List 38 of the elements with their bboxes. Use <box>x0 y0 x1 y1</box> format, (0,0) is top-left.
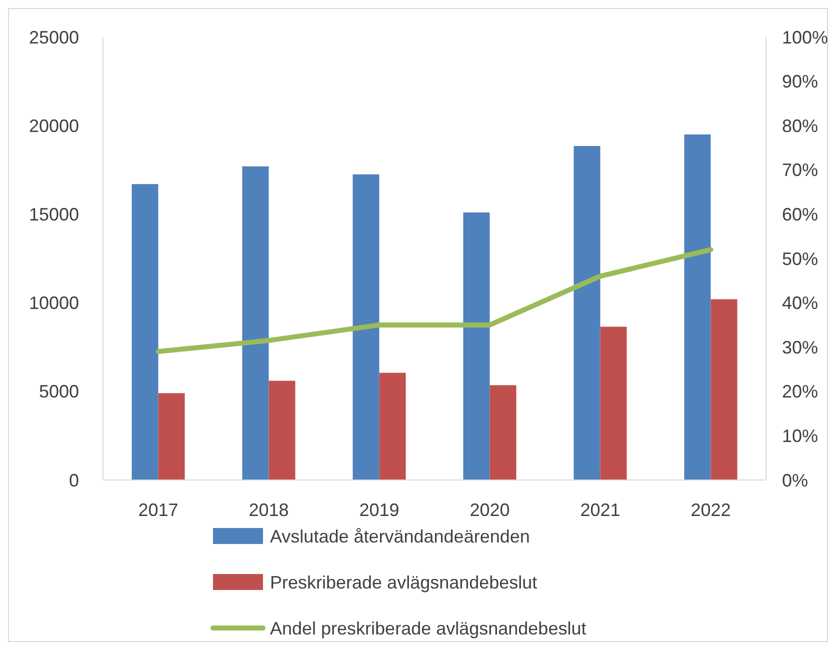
y2-tick-label: 0% <box>782 470 808 490</box>
y2-tick-label: 40% <box>782 293 818 314</box>
y-tick-label: 15000 <box>28 204 79 224</box>
y2-tick-label: 50% <box>782 248 818 269</box>
bar <box>463 212 490 480</box>
y2-tick-label: 10% <box>782 426 818 446</box>
bar <box>352 174 380 480</box>
y-tick-label: 10000 <box>28 293 79 314</box>
y-tick-label: 20000 <box>28 116 79 136</box>
y-tick-label: 25000 <box>28 27 79 48</box>
y-tick-label: 0 <box>68 470 79 490</box>
y2-tick-label: 80% <box>782 116 818 136</box>
y2-tick-label: 90% <box>782 72 818 92</box>
bar <box>268 380 296 480</box>
x-tick-label: 2019 <box>359 500 400 520</box>
legend-label: Andel preskriberade avlägsnandebeslut <box>270 618 586 638</box>
y2-tick-label: 30% <box>782 337 818 358</box>
bar <box>684 134 711 480</box>
y2-tick-label: 20% <box>782 382 818 402</box>
x-tick-label: 2022 <box>690 500 731 520</box>
bar <box>574 146 600 480</box>
bar <box>490 385 516 480</box>
bar <box>710 299 738 480</box>
legend-label: Avslutade återvändandeärenden <box>270 526 530 546</box>
legend-label: Preskriberade avlägsnandebeslut <box>270 572 538 592</box>
bar <box>158 393 185 480</box>
y2-tick-label: 60% <box>782 204 818 224</box>
bar <box>132 184 158 480</box>
bar <box>242 166 269 480</box>
y2-tick-label: 100% <box>782 27 828 48</box>
x-tick-label: 2018 <box>248 500 289 520</box>
bar <box>379 372 406 480</box>
x-tick-label: 2020 <box>470 500 510 520</box>
x-tick-label: 2017 <box>138 500 178 520</box>
bar <box>600 326 627 480</box>
y-tick-label: 5000 <box>38 382 79 402</box>
x-tick-label: 2021 <box>580 500 620 520</box>
y2-tick-label: 70% <box>782 160 818 180</box>
